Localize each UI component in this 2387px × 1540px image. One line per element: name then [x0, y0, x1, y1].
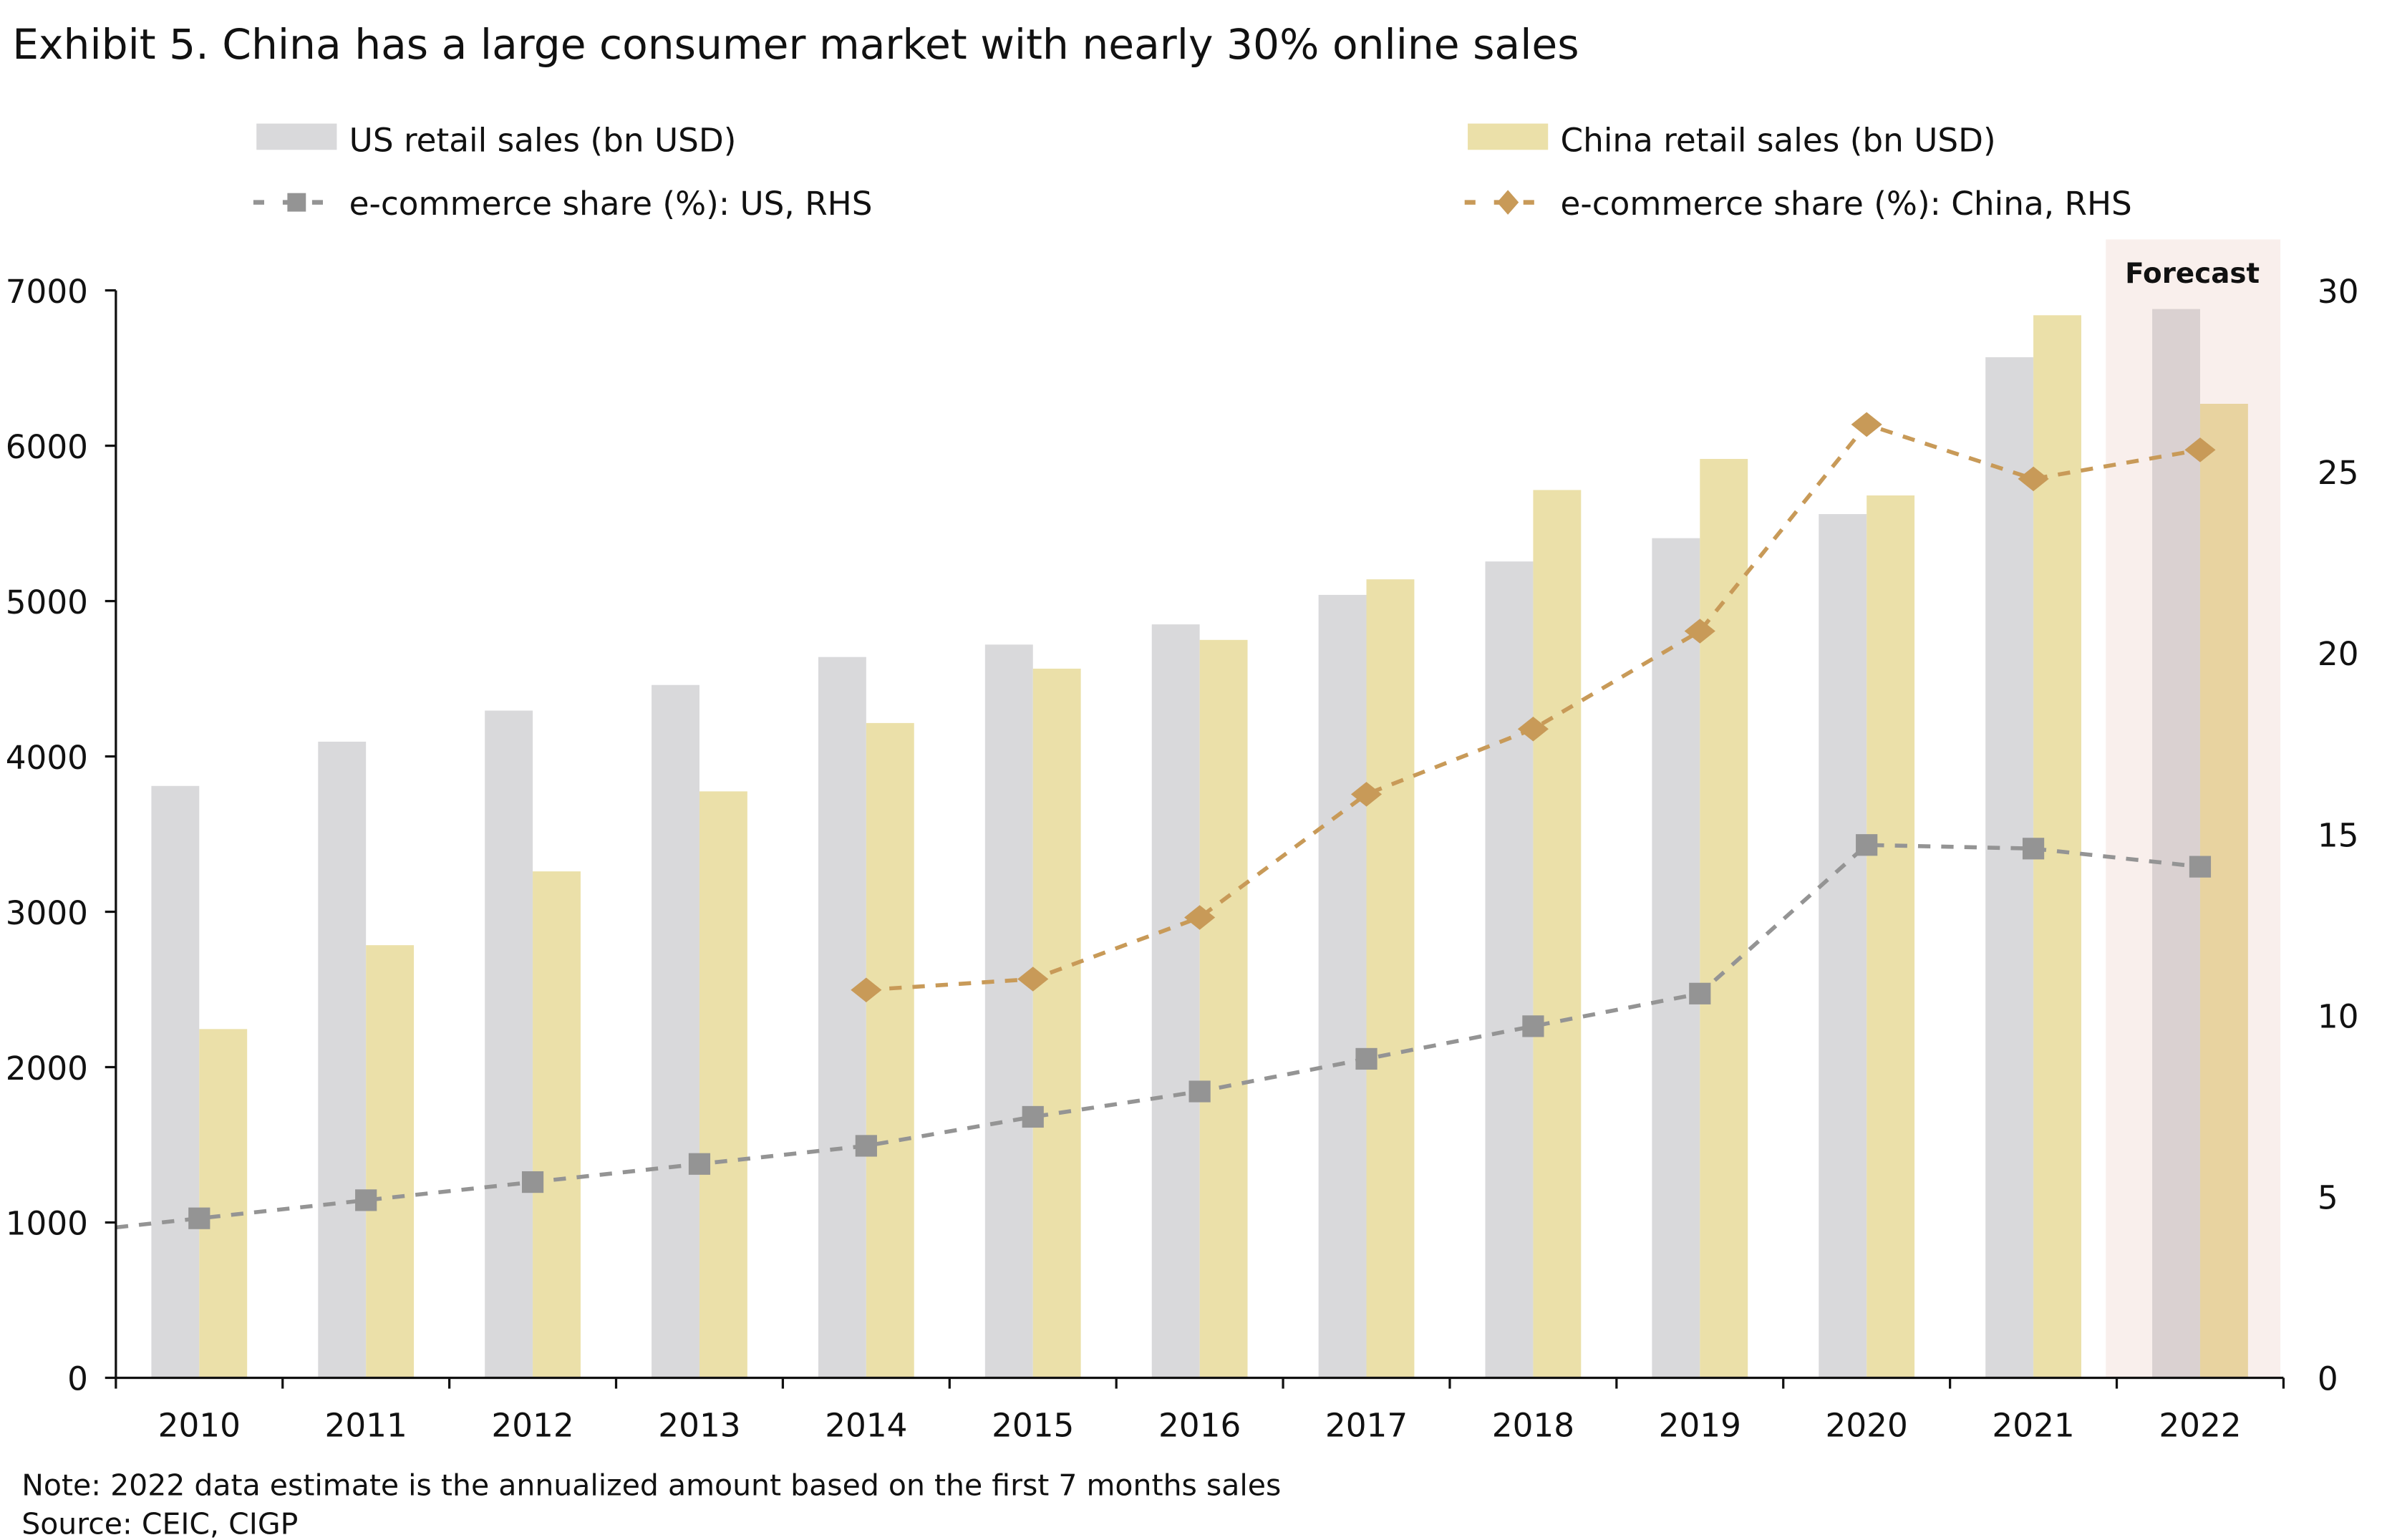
y-right-tick-label-30: 30	[2318, 273, 2359, 311]
china-sales-bar-2017	[1366, 579, 1415, 1378]
y-right-tick-label-20: 20	[2318, 635, 2359, 673]
us-share-point-2021	[2022, 838, 2045, 860]
china-share-point-2015	[1017, 967, 1049, 992]
china-share-point-2019	[1684, 619, 1715, 644]
us-share-point-2015	[1022, 1105, 1044, 1128]
y-right-tick-label-0: 0	[2318, 1360, 2338, 1398]
us-sales-bar-2010	[151, 785, 200, 1378]
x-tick-label-2017: 2017	[1325, 1406, 1408, 1444]
us-share-point-2013	[688, 1153, 711, 1175]
china-share-point-2017	[1350, 782, 1383, 807]
china-sales-bar-2010	[199, 1029, 248, 1378]
china-share-line	[866, 422, 2201, 992]
y-left-tick-label-4000: 4000	[6, 739, 88, 777]
x-tick-label-2013: 2013	[658, 1406, 740, 1444]
chart-title: Exhibit 5. China has a large consumer ma…	[12, 20, 1579, 69]
x-tick-label-2020: 2020	[1826, 1406, 1908, 1444]
x-tick-label-2010: 2010	[158, 1406, 241, 1444]
china-sales-bar-2019	[1700, 459, 1748, 1378]
legend-label-china-share: e-commerce share (%): China, RHS	[1561, 185, 2132, 223]
china-sales-bar-2011	[366, 945, 415, 1378]
china-share-point-2022	[2184, 437, 2216, 463]
x-tick-label-2022: 2022	[2159, 1406, 2241, 1444]
chart-source: Source: CEIC, CIGP	[21, 1506, 298, 1540]
china-sales-bar-2022	[2199, 404, 2248, 1378]
china-share-point-2016	[1184, 905, 1216, 930]
us-share-point-2012	[521, 1171, 544, 1193]
legend-label-china-sales: China retail sales (bn USD)	[1561, 121, 1996, 159]
china-sales-bar-2012	[533, 871, 581, 1378]
y-left-tick-label-1000: 1000	[6, 1205, 88, 1243]
us-sales-bar-2019	[1652, 538, 1700, 1378]
us-sales-bar-2018	[1485, 561, 1534, 1378]
legend: US retail sales (bn USD) China retail sa…	[253, 121, 2132, 223]
y-left-tick-label-0: 0	[67, 1360, 88, 1398]
china-sales-bar-2015	[1032, 668, 1081, 1378]
china-sales-bar-2016	[1199, 639, 1248, 1378]
us-share-point-2020	[1856, 834, 1878, 856]
y-left-tick-label-2000: 2000	[6, 1050, 88, 1088]
us-share-line	[115, 843, 2201, 1230]
x-tick-label-2021: 2021	[1992, 1406, 2074, 1444]
us-sales-bar-2015	[984, 644, 1033, 1378]
y-right-tick-label-10: 10	[2318, 997, 2359, 1035]
us-sales-bar-2021	[1985, 357, 2034, 1378]
y-left-tick-label-7000: 7000	[6, 273, 88, 311]
x-tick-label-2016: 2016	[1158, 1406, 1241, 1444]
china-sales-bar-2014	[866, 722, 914, 1378]
china-sales-bar-2013	[699, 791, 747, 1378]
us-share-point-2022	[2189, 856, 2212, 878]
y-left-tick-label-3000: 3000	[6, 894, 88, 932]
us-share-point-2011	[355, 1189, 377, 1211]
us-sales-bar-2014	[818, 657, 866, 1378]
us-sales-bar-2012	[485, 710, 533, 1378]
y-right-tick-label-15: 15	[2318, 816, 2359, 854]
us-sales-bar-2013	[652, 684, 699, 1378]
us-share-point-2018	[1522, 1015, 1544, 1037]
us-share-point-2019	[1689, 982, 1711, 1004]
y-right-tick-label-5: 5	[2318, 1179, 2338, 1217]
x-tick-label-2018: 2018	[1492, 1406, 1574, 1444]
forecast-label: Forecast	[2125, 258, 2260, 290]
y-left-tick-label-5000: 5000	[6, 583, 88, 621]
legend-diamond-marker-icon	[1497, 190, 1519, 215]
us-sales-bar-2011	[318, 741, 367, 1378]
china-share-point-2014	[851, 977, 882, 1002]
legend-square-marker-icon	[287, 193, 306, 212]
us-share-point-2014	[855, 1135, 877, 1157]
y-left-tick-label-6000: 6000	[6, 428, 88, 466]
us-share-point-2016	[1188, 1080, 1211, 1103]
us-sales-bar-2022	[2152, 309, 2200, 1378]
us-share-point-2010	[188, 1207, 210, 1229]
chart-note: Note: 2022 data estimate is the annualiz…	[21, 1468, 1281, 1502]
legend-swatch-us-sales	[256, 123, 337, 150]
china-sales-bar-2018	[1533, 490, 1582, 1378]
x-tick-label-2015: 2015	[992, 1406, 1074, 1444]
legend-swatch-china-sales	[1468, 123, 1549, 150]
x-tick-label-2014: 2014	[825, 1406, 907, 1444]
us-sales-bar-2016	[1151, 624, 1200, 1378]
legend-label-us-share: e-commerce share (%): US, RHS	[349, 185, 873, 223]
us-sales-bar-2017	[1318, 594, 1367, 1378]
x-tick-label-2011: 2011	[325, 1406, 407, 1444]
y-right-tick-label-25: 25	[2318, 454, 2359, 492]
china-share-point-2020	[1851, 412, 1882, 437]
us-sales-bar-2020	[1819, 514, 1867, 1378]
x-tick-label-2012: 2012	[491, 1406, 573, 1444]
x-tick-label-2019: 2019	[1659, 1406, 1741, 1444]
china-sales-bar-2020	[1866, 495, 1915, 1378]
us-share-point-2017	[1355, 1047, 1378, 1070]
legend-label-us-sales: US retail sales (bn USD)	[349, 121, 737, 159]
